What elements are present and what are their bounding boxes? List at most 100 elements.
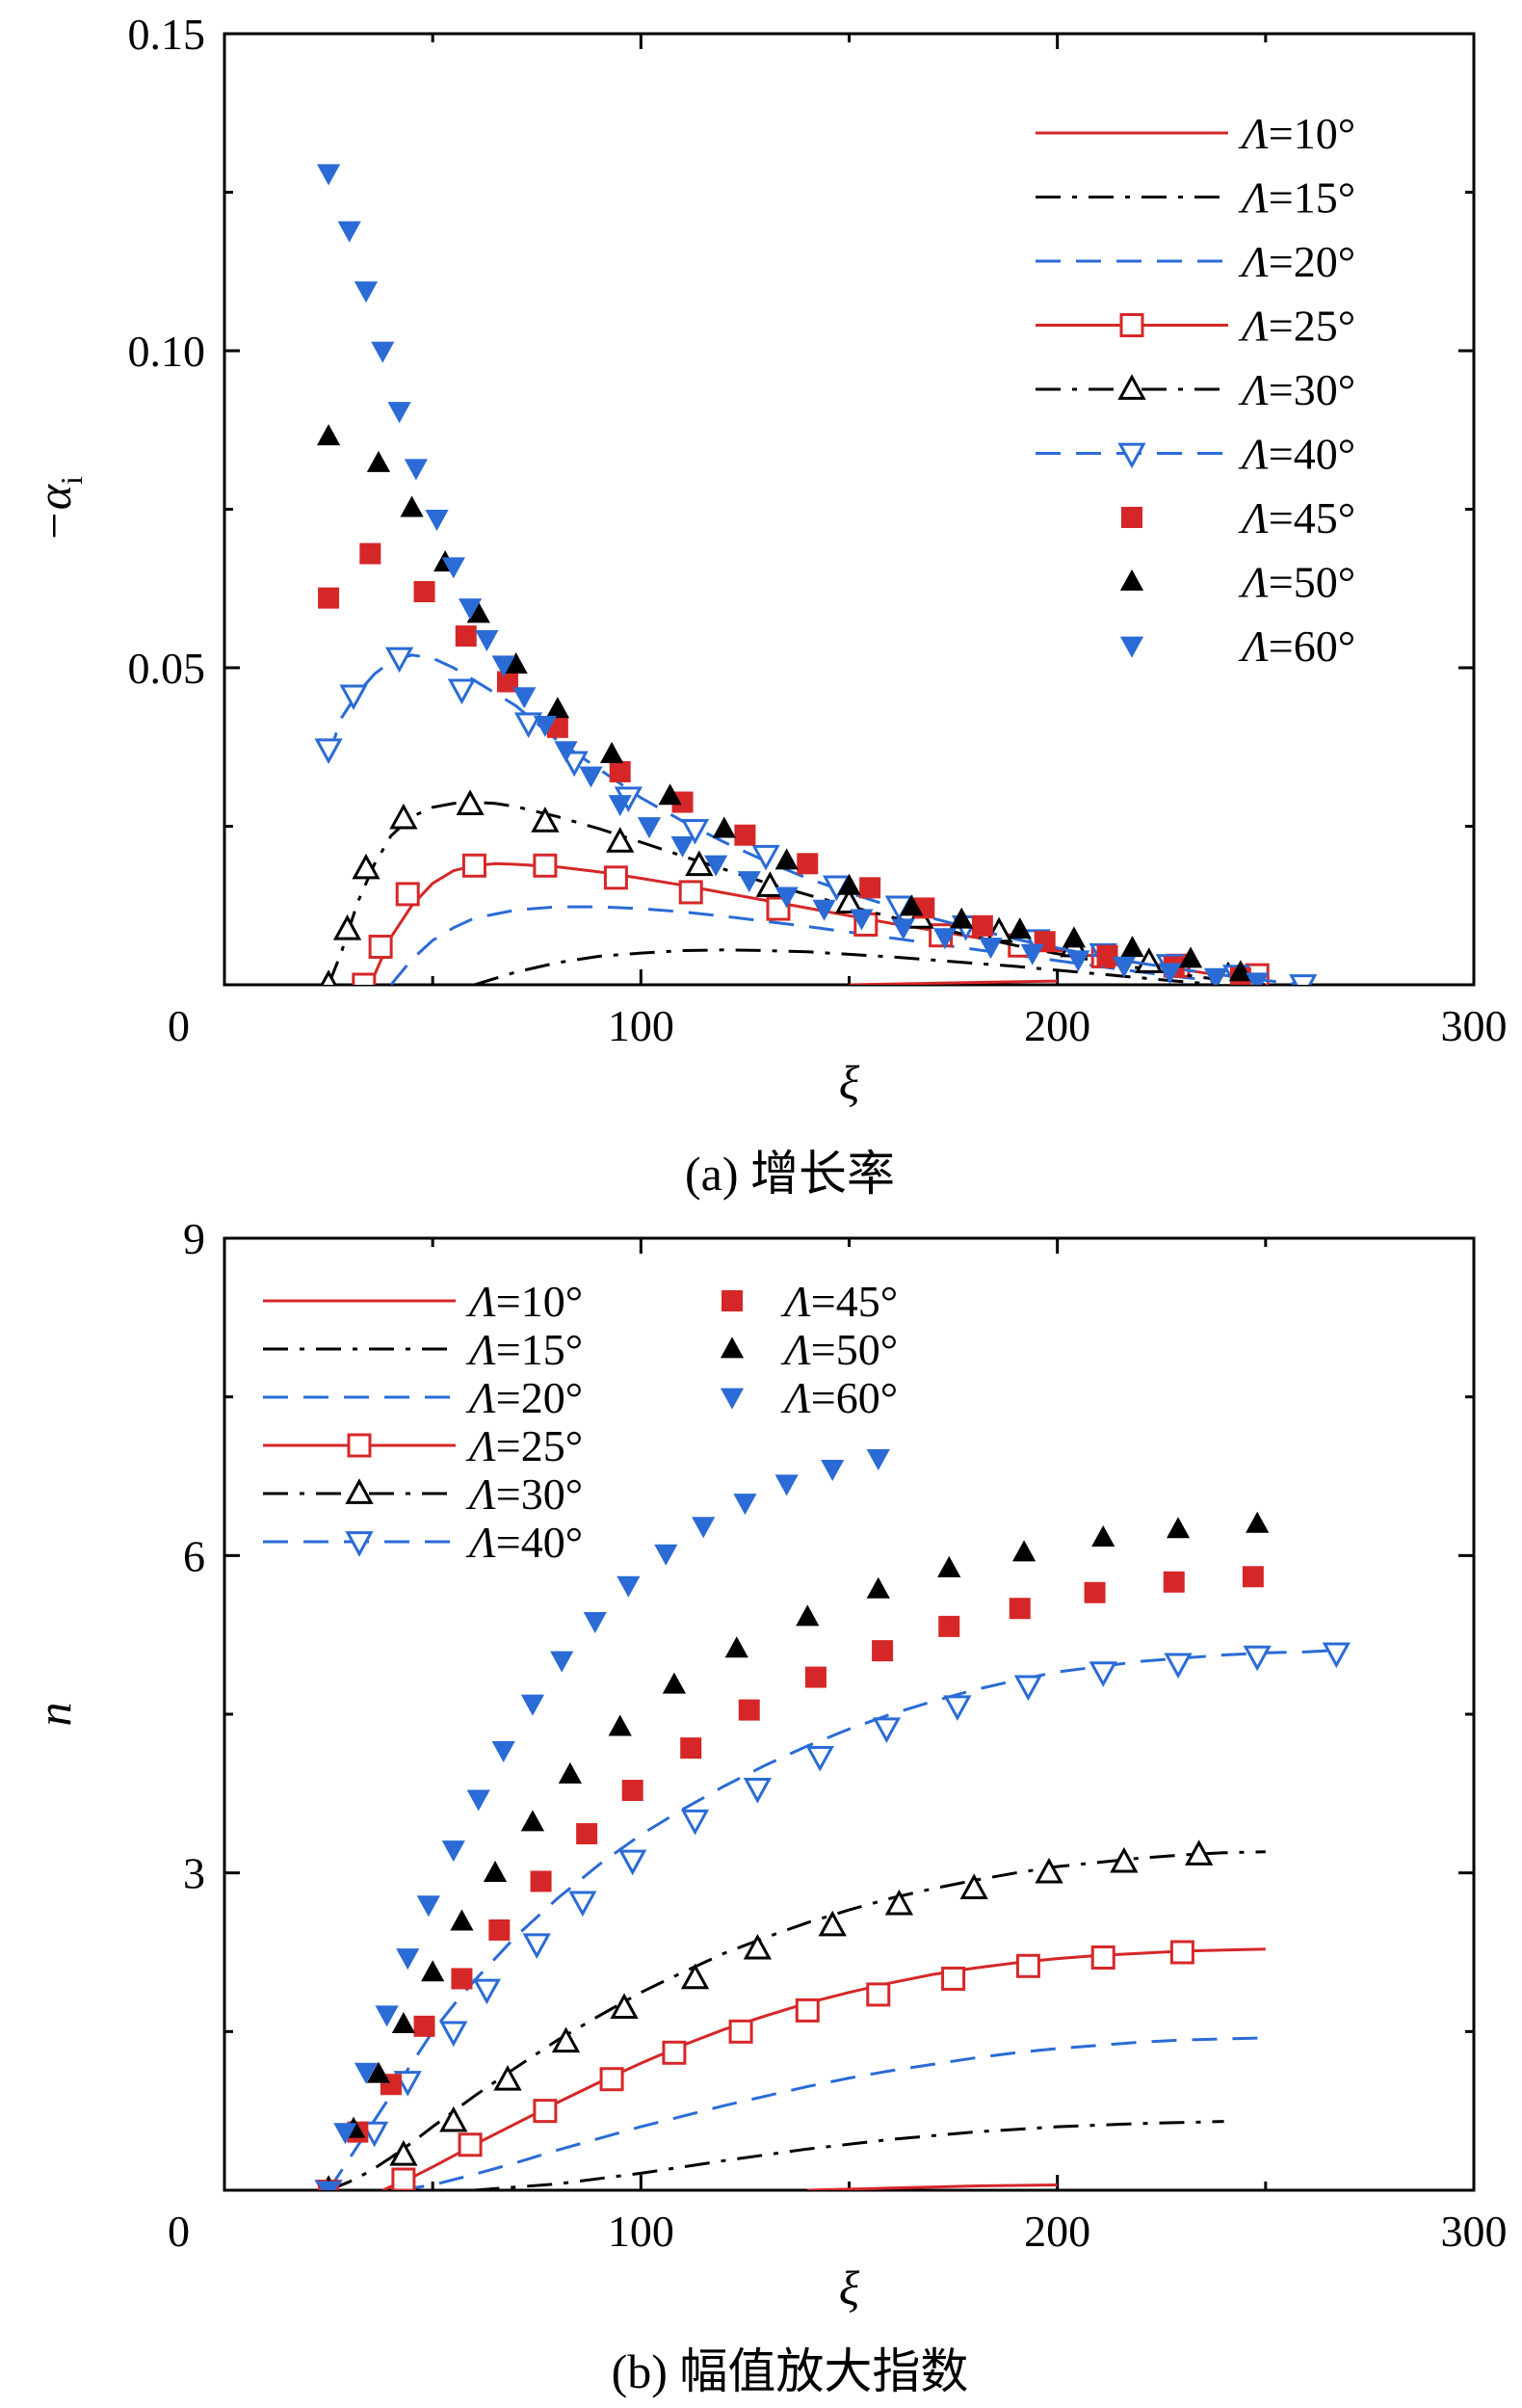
- series-point: [866, 1982, 891, 2007]
- legend-label: Λ=15°: [1238, 173, 1355, 223]
- series-point: [366, 2061, 391, 2083]
- series-point: [513, 712, 543, 739]
- series-point: [316, 164, 341, 186]
- series-point: [314, 738, 343, 764]
- series-point: [621, 1780, 643, 1802]
- y-axis-title: −αi: [27, 476, 89, 542]
- legend-item-L50: Λ=50°: [720, 1325, 898, 1374]
- caption-a: (a) 增长率: [685, 1147, 895, 1201]
- series-point: [1169, 1940, 1194, 1965]
- series-point: [496, 671, 518, 693]
- legend-label: Λ=30°: [465, 1469, 583, 1519]
- series-point: [818, 1910, 847, 1937]
- series-point: [941, 1966, 966, 1991]
- series-point: [804, 1666, 827, 1688]
- series-point: [608, 1714, 632, 1736]
- series-point: [599, 741, 624, 763]
- series-point: [1166, 1517, 1191, 1539]
- series-point: [339, 684, 368, 711]
- series-point: [360, 2121, 389, 2148]
- legend-marker: [1117, 442, 1146, 469]
- legend-label: Λ=10°: [465, 1277, 583, 1326]
- series-L45: [318, 1566, 1264, 2190]
- series-point: [797, 853, 819, 875]
- series-point: [950, 907, 974, 929]
- series-line: [849, 979, 1058, 985]
- series-point: [545, 697, 569, 719]
- x-tick-label: 100: [608, 2207, 674, 2256]
- series-point: [1013, 1675, 1043, 1702]
- series-point: [1158, 963, 1182, 985]
- caption-b: (b) 幅值放大指数: [612, 2344, 969, 2398]
- series-line: [327, 653, 1308, 985]
- series-point: [550, 1651, 574, 1673]
- series-point: [352, 853, 380, 880]
- legend-label: Λ=25°: [465, 1421, 583, 1470]
- series-point: [609, 760, 631, 782]
- legend-label: Λ=60°: [780, 1373, 898, 1422]
- series-point: [1242, 1566, 1264, 1588]
- series-point: [774, 848, 799, 870]
- series-point: [568, 1891, 597, 1918]
- legend-label: Λ=15°: [465, 1325, 583, 1374]
- series-point: [421, 1960, 445, 1982]
- legend-item-L30: Λ=30°: [263, 1469, 583, 1519]
- series-point: [1246, 1511, 1270, 1533]
- series-line: [328, 1850, 1266, 2190]
- series-point: [1091, 1525, 1115, 1548]
- series-point: [937, 1555, 961, 1577]
- legend-item-L50: Λ=50°: [1119, 558, 1355, 607]
- legend-marker: [1119, 569, 1144, 591]
- legend-label: Λ=50°: [780, 1325, 898, 1374]
- series-point: [654, 1544, 678, 1566]
- series-point: [520, 1810, 545, 1832]
- x-tick-label: 300: [1441, 2207, 1508, 2256]
- series-point: [1090, 1945, 1115, 1970]
- series-point: [1011, 1540, 1037, 1562]
- series-point: [743, 1933, 773, 1960]
- series-point: [900, 894, 924, 916]
- x-tick-label: 300: [1441, 1001, 1508, 1050]
- legend-marker: [1121, 507, 1142, 528]
- legend-marker: [1119, 313, 1144, 337]
- series-point: [774, 886, 799, 909]
- y-tick-label: 0.15: [128, 10, 206, 59]
- series-line: [327, 1649, 1328, 2190]
- series-point: [872, 1717, 902, 1744]
- series-point: [680, 1963, 710, 1990]
- legend-marker: [347, 1433, 372, 1458]
- legend: Λ=10° Λ=15° Λ=20° Λ=25° Λ=30° Λ=40° Λ=45° Λ=50°…: [1036, 109, 1355, 671]
- series-point: [680, 1809, 710, 1836]
- series-point: [1322, 1642, 1351, 1669]
- series-point: [755, 871, 784, 897]
- series-L30: [320, 1839, 1266, 2190]
- series-point: [391, 2167, 416, 2190]
- series-point: [366, 450, 391, 472]
- series-point: [1163, 1571, 1185, 1593]
- x-tick-label: 200: [1024, 2207, 1090, 2256]
- series-point: [1228, 960, 1252, 982]
- legend-label: Λ=45°: [1238, 493, 1355, 542]
- series-point: [1178, 946, 1203, 968]
- y-tick-label: 0: [168, 1001, 190, 1050]
- series-point: [850, 909, 874, 931]
- series-point: [618, 1849, 647, 1876]
- legend-label: Λ=30°: [1238, 365, 1355, 414]
- series-point: [533, 853, 558, 878]
- series-point: [451, 1968, 473, 1990]
- series-point: [333, 2123, 357, 2145]
- series-point: [617, 1575, 641, 1598]
- series-point: [795, 1998, 820, 2023]
- series-point: [391, 2011, 416, 2033]
- series-point: [520, 1694, 545, 1716]
- series-point: [938, 1615, 960, 1637]
- legend-label: Λ=10°: [1238, 109, 1355, 158]
- series-line: [473, 948, 1224, 985]
- series-point: [872, 1640, 894, 1662]
- series-point: [456, 789, 485, 815]
- series-point: [1110, 1846, 1139, 1873]
- series-point: [416, 1895, 440, 1918]
- y-tick-label: 0.10: [128, 327, 206, 376]
- series-point: [662, 1672, 687, 1694]
- series-point: [738, 1699, 760, 1721]
